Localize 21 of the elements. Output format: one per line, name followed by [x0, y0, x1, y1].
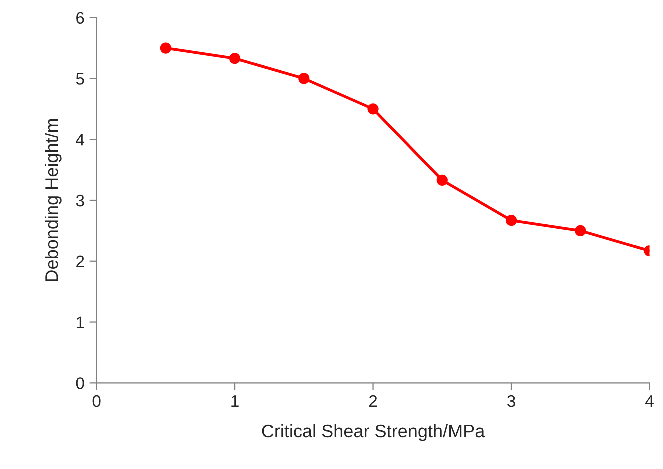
x-tick-label: 3 [508, 395, 516, 408]
x-tick-label: 4 [645, 396, 654, 408]
point [506, 215, 518, 226]
y-tick-label: 6 [76, 12, 84, 24]
y-tick-label: 0 [76, 378, 84, 390]
point [368, 104, 379, 115]
y-tick-label: 5 [76, 73, 84, 85]
y-tick-label: 4 [76, 134, 85, 146]
point [298, 73, 310, 84]
x-tick-label: 2 [369, 395, 378, 408]
y-tick-label: 1 [76, 316, 84, 328]
point [575, 225, 586, 236]
y-axis-title: Debonding Height/m [45, 119, 62, 282]
point [436, 174, 448, 186]
x-tick-label: 0 [92, 395, 101, 408]
y-tick-label: 3 [76, 194, 84, 207]
y-tick-label: 2 [76, 256, 84, 268]
point [229, 53, 241, 64]
x-axis-title: Critical Shear Strength/MPa [262, 424, 486, 442]
x-tick-label: 1 [232, 396, 239, 408]
point [160, 42, 172, 54]
